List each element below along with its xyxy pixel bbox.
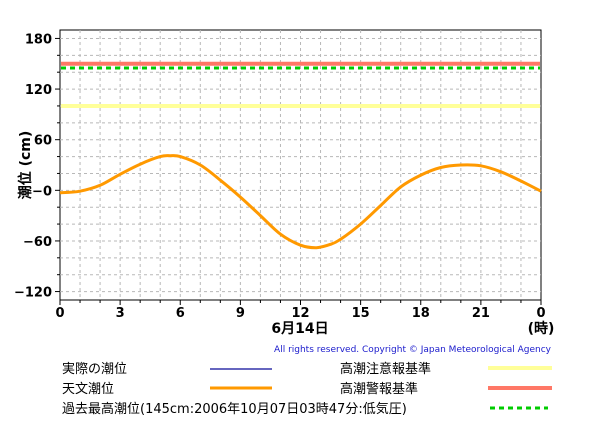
x-tick-label: 0 [55, 306, 64, 321]
y-tick-label: 60 [34, 134, 52, 149]
reference-lines [61, 61, 540, 108]
x-tick-label: 21 [472, 306, 490, 321]
x-tick-label: 12 [291, 306, 309, 321]
x-tick-label: 9 [236, 306, 245, 321]
x-tick-label: 18 [412, 306, 430, 321]
y-tick-label: 180 [25, 32, 52, 47]
x-axis-ticks: 0 3 6 9 12 15 18 21 0 [55, 300, 546, 321]
y-tick-label: −60 [23, 235, 52, 250]
legend-label-record: 過去最高潮位(145cm:2006年10月07日03時47分:低気圧) [62, 401, 407, 417]
legend: 実際の潮位 高潮注意報基準 天文潮位 高潮警報基準 過去最高潮位(145cm:2… [62, 361, 552, 417]
grid [60, 30, 541, 300]
x-axis-unit: (時) [528, 320, 555, 337]
y-tick-label: −120 [14, 286, 52, 301]
copyright-notice: All rights reserved. Copyright © Japan M… [274, 345, 552, 355]
y-tick-label: 120 [25, 83, 52, 98]
x-tick-label: 6 [176, 306, 185, 321]
series-line-astronomical-tide [59, 154, 542, 250]
y-axis-label: 潮位 (cm) [17, 131, 34, 200]
x-tick-label: 3 [116, 306, 125, 321]
x-axis-label: 6月14日 [271, 321, 328, 337]
series [59, 154, 542, 250]
legend-label-actual: 実際の潮位 [62, 361, 127, 377]
x-tick-label: 15 [352, 306, 370, 321]
legend-label-advisory: 高潮注意報基準 [340, 361, 431, 377]
y-axis-ticks: 180 120 60 −0 −60 −120 [14, 32, 60, 301]
y-tick-label: −0 [32, 184, 52, 199]
x-tick-label: 0 [536, 306, 545, 321]
legend-label-astronomical: 天文潮位 [62, 382, 114, 397]
legend-label-warning: 高潮警報基準 [340, 381, 418, 397]
